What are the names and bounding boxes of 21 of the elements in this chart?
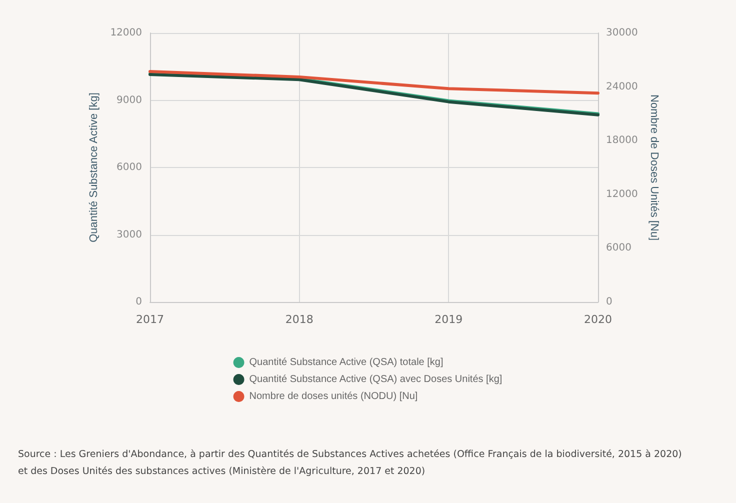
y2-tick-label: 30000 [606,28,638,38]
y2-tick-label: 6000 [606,242,632,254]
legend-label: Quantité Substance Active (QSA) totale [kg] [249,357,444,368]
y-tick-label: 12000 [110,28,142,38]
legend-label: Quantité Substance Active (QSA) avec Doses Unités [kg] [249,374,502,385]
y-axis-title: Quantité Substance Active [kg] [88,92,100,242]
y-tick-label: 9000 [116,94,142,106]
x-tick-label: 2017 [136,313,164,326]
x-tick-label: 2018 [285,313,314,326]
x-tick-label: 2020 [584,313,612,326]
y2-axis-title: Nombre de Doses Unités [Nu] [648,94,660,241]
y-tick-label: 6000 [116,162,142,173]
legend-label: Nombre de doses unités (NODU) [Nu] [249,391,418,402]
y-tick-label: 3000 [116,229,142,240]
x-tick-label: 2019 [434,313,463,326]
y-tick-label: 0 [136,296,142,308]
source-note: Source : Les Greniers d'Abondance, à partir des Quantités de Substances Actives achetées (Office Français de la biodiversité, 2015 à 2020) et des Doses Unités des substances actives (Ministère de l'Agriculture, 2017 et 2020) [18,449,685,477]
y2-tick-label: 24000 [606,81,638,92]
y2-tick-label: 0 [606,296,612,308]
y2-tick-label: 18000 [606,135,638,146]
y2-tick-label: 12000 [606,188,638,200]
